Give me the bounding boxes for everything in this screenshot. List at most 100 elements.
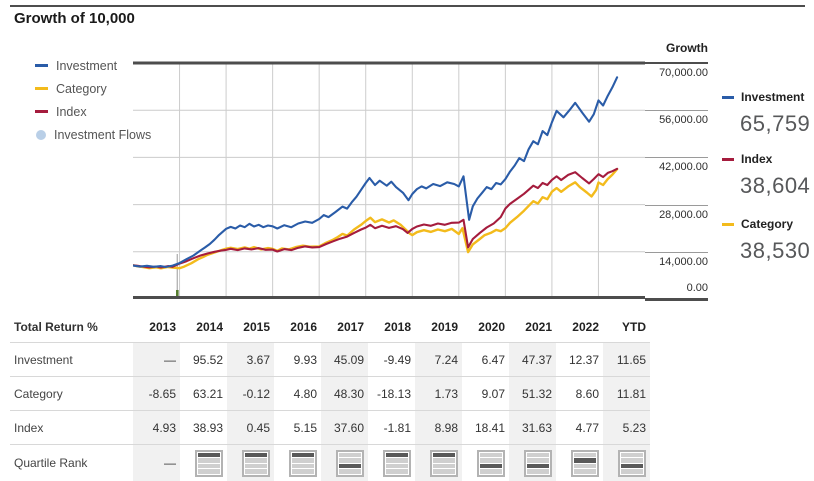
table-header-cell-2016: 2016 [290, 320, 317, 334]
axis-tick-line [645, 298, 708, 301]
table-row-index: Index 4.93 38.93 0.45 5.15 37.60 -1.81 8.98 18.4… [10, 411, 650, 445]
summary-entry-label: Investment [741, 90, 805, 104]
table-cell: 3.67 [227, 343, 274, 376]
table-cell: 63.21 [192, 386, 223, 401]
table-cell: 31.63 [509, 411, 556, 444]
quartile-stripe [339, 469, 361, 474]
quartile-stripe [386, 463, 408, 468]
table-cell: 51.32 [509, 377, 556, 410]
quartile-stripe [574, 463, 596, 468]
row-label: Investment [14, 352, 73, 367]
axis-tick-line [645, 204, 708, 206]
quartile-rank-icon [383, 449, 411, 477]
axis-tick-label: 42,000.00 [659, 161, 708, 174]
quartile-cell [227, 445, 274, 481]
legend-item-investment-flows: Investment Flows [35, 123, 151, 146]
axis-tick-label: 70,000.00 [659, 67, 708, 79]
table-header-cell-2018: 2018 [384, 320, 411, 334]
page-title: Growth of 10,000 [14, 10, 135, 27]
quartile-stripe [245, 469, 267, 474]
axis-tick-label: 28,000.00 [659, 208, 708, 221]
quartile-stripe [386, 458, 408, 463]
axis-tick-line [645, 251, 708, 253]
quartile-stripe [480, 469, 502, 474]
quartile-rank-icon [618, 449, 646, 477]
table-cell: 9.93 [293, 352, 317, 367]
quartile-cell [274, 445, 321, 481]
quartile-stripe [339, 458, 361, 463]
axis-tick-line [645, 157, 708, 159]
quartile-stripe [245, 463, 267, 468]
dash-icon [35, 64, 48, 67]
quartile-selected-stripe [292, 452, 314, 457]
table-cell: 8.98 [415, 411, 462, 444]
quartile-selected-stripe [245, 452, 267, 457]
quartile-cell [509, 445, 556, 481]
table-cell: — [133, 343, 180, 376]
quartile-rank-icon [524, 449, 552, 477]
table-header-cell-YTD: YTD [622, 320, 646, 334]
quartile-rank-icon [571, 449, 599, 477]
summary-entry-value: 38,604 [740, 173, 811, 198]
summary-entry-label: Category [741, 217, 794, 231]
quartile-stripe [292, 469, 314, 474]
table-cell: 9.07 [481, 386, 505, 401]
axis-tick-label: 56,000.00 [659, 114, 708, 127]
growth-chart [131, 60, 645, 301]
quartile-cell [368, 445, 415, 481]
quartile-selected-stripe [480, 463, 502, 468]
table-cell: 48.30 [321, 377, 368, 410]
table-cell: -9.49 [383, 352, 411, 367]
table-header-cell-2020: 2020 [478, 320, 505, 334]
row-label: Total Return % [14, 320, 98, 334]
table-cell: 4.93 [133, 411, 180, 444]
quartile-stripe [339, 452, 361, 457]
dash-icon [35, 87, 48, 90]
quartile-stripe [621, 458, 643, 463]
table-header-cell-2019: 2019 [431, 320, 458, 334]
quartile-stripe [574, 452, 596, 457]
table-header-cell-2015: 2015 [243, 320, 270, 334]
row-label: Index [14, 420, 44, 435]
summary-entry-value: 65,759 [740, 111, 811, 136]
quartile-cell: — [133, 445, 180, 481]
table-cell: 4.77 [575, 420, 599, 435]
quartile-rank-icon [195, 449, 223, 477]
table-cell: 4.80 [293, 386, 317, 401]
quartile-stripe [621, 469, 643, 474]
investment-flow-tick-icon [176, 290, 179, 297]
legend-item-index: Index [35, 100, 151, 123]
axis-tick-label: 0.00 [686, 282, 708, 294]
quartile-stripe [386, 469, 408, 474]
quartile-selected-stripe [386, 452, 408, 457]
table-cell: 7.24 [415, 343, 462, 376]
quartile-stripe [621, 452, 643, 457]
table-cell: 47.37 [509, 343, 556, 376]
table-cell: 11.65 [603, 343, 650, 376]
table-cell: 5.15 [293, 420, 317, 435]
table-cell: 38.93 [192, 420, 223, 435]
table-cell: 5.23 [603, 411, 650, 444]
quartile-selected-stripe [574, 458, 596, 463]
table-row-category: Category -8.65 63.21 -0.12 4.80 48.30 -18.13 1.… [10, 377, 650, 411]
quartile-stripe [198, 469, 220, 474]
table-cell: 6.47 [481, 352, 505, 367]
chart-svg [131, 61, 645, 299]
quartile-cell [321, 445, 368, 481]
legend-item-label: Investment [56, 58, 118, 73]
legend-item-category: Category [35, 77, 151, 100]
quartile-stripe [480, 452, 502, 457]
quartile-selected-stripe [198, 452, 220, 457]
quartile-stripe [433, 463, 455, 468]
table-header-cell-2017: 2017 [337, 320, 364, 334]
legend-item-label: Index [56, 104, 87, 119]
legend-item-label: Category [56, 81, 107, 96]
quartile-stripe [574, 469, 596, 474]
table-cell: 1.73 [415, 377, 462, 410]
quartile-stripe [198, 463, 220, 468]
table-cell: 12.37 [568, 352, 599, 367]
quartile-cell [462, 445, 509, 481]
table-cell: -18.13 [376, 386, 411, 401]
quartile-cell [603, 445, 650, 481]
